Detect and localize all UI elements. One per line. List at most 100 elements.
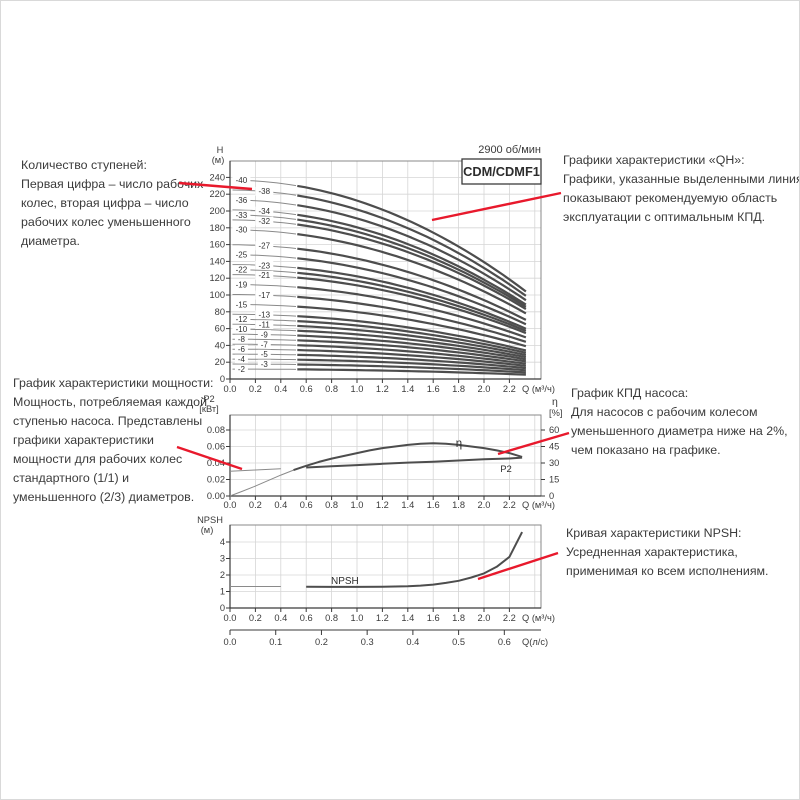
power-efficiency-chart: 0 15 30 45 60 P2 η 0.0 0.2 0.4 0.6 0.8 1.0 1.2 1.4 1.6 1… [199, 394, 562, 510]
qh-curve--40: -40 [232, 175, 527, 293]
y-axis-unit: NPSH [197, 515, 223, 525]
npsh-chart: NPSH 0.0 0.2 0.4 0.6 0.8 1.0 1.2 1.4 1.6 1.8 2.0 2.2… [197, 515, 555, 647]
annotation-efficiency-curve: График КПД насоса: Для насосов с рабочим… [571, 384, 788, 460]
lps-axis-unit: Q(л/с) [522, 637, 548, 647]
annotation-line: уменьшенного диаметра ниже на 2%, [571, 424, 788, 438]
annotation-npsh-curve: Кривая характеристики NPSH: Усредненная … [566, 524, 769, 581]
x-tick-label: 0.4 [274, 500, 287, 510]
qh-curve--25: -25 [232, 250, 527, 326]
annotation-line: чем показано на графике. [571, 443, 721, 457]
lps-tick-label: 0.0 [224, 637, 237, 647]
y-tick-label: 0.08 [207, 425, 225, 435]
leader-lines [176, 181, 570, 581]
y-tick-label: 220 [209, 189, 225, 199]
qh-curve--15: -15 [232, 299, 527, 348]
stage-label: -11 [259, 321, 271, 330]
y-axis-unit: H [217, 145, 224, 155]
rpm-label: 2900 об/мин [478, 144, 541, 156]
stage-label: -23 [259, 261, 271, 270]
eta-tick-label: 0 [549, 491, 554, 501]
annotation-line: Графики, указанные выделенными линиями, [563, 172, 800, 186]
eta-tick-label: 60 [549, 425, 559, 435]
leader-line-efficiency [497, 431, 570, 456]
x-tick-label: 1.6 [427, 384, 440, 394]
x-tick-label: 0.0 [224, 613, 237, 623]
leader-line-stages [178, 181, 253, 191]
annotation-line: График КПД насоса: [571, 386, 689, 400]
x-axis-unit: Q (м³/ч) [522, 500, 555, 510]
stage-label: -22 [236, 266, 248, 275]
y-tick-label: 0 [220, 374, 225, 384]
model-box [461, 158, 542, 185]
annotation-line: мощности для рабочих колес [13, 452, 183, 466]
qh-curve--6: -6 [232, 344, 527, 367]
stage-label: -9 [261, 330, 269, 339]
qh-curve--21: -21 [232, 270, 527, 335]
qh-curve--27: -27 [232, 241, 527, 321]
model-label: CDM/CDMF1 [463, 164, 540, 179]
qh-curve--33: -33 [232, 210, 527, 308]
stage-label: -12 [236, 315, 248, 324]
x-tick-label: 1.4 [401, 613, 414, 623]
annotation-line: рабочих колес уменьшенного [21, 215, 191, 229]
y-tick-label: 4 [220, 537, 225, 547]
x-tick-label: 1.0 [351, 384, 364, 394]
annotation-qh-curves: Графики характеристики «QH»: Графики, ук… [563, 151, 800, 227]
stage-label: -36 [236, 196, 248, 205]
annotation-power-curve: График характеристики мощности: Мощность… [13, 374, 213, 507]
y-tick-label: 240 [209, 172, 225, 182]
x-tick-label: 2.0 [478, 500, 491, 510]
y-tick-label: 0 [220, 603, 225, 613]
y-tick-label: 0.00 [207, 491, 225, 501]
leader-line-npsh [477, 551, 559, 581]
x-tick-label: 2.2 [503, 384, 516, 394]
x-tick-label: 1.0 [351, 500, 364, 510]
x-tick-label: 1.2 [376, 613, 389, 623]
x-tick-label: 1.8 [452, 384, 465, 394]
stage-label: -7 [261, 340, 269, 349]
series-eta: η [229, 438, 523, 497]
stage-label: -2 [238, 365, 246, 374]
x-tick-label: 1.8 [452, 613, 465, 623]
x-tick-label: 1.4 [401, 384, 414, 394]
x-tick-label: 0.6 [300, 384, 313, 394]
lps-tick-label: 0.5 [452, 637, 465, 647]
x-tick-label: 0.0 [224, 384, 237, 394]
x-tick-label: 1.6 [427, 613, 440, 623]
x-tick-label: 0.8 [325, 384, 338, 394]
eta-tick-label: 45 [549, 442, 559, 452]
eta-tick-label: 15 [549, 475, 559, 485]
y-axis-unit: P2 [203, 394, 214, 404]
qh-curve--7: -7 [232, 339, 527, 365]
x-tick-label: 0.2 [249, 500, 262, 510]
x-tick-label: 2.2 [503, 613, 516, 623]
x-tick-label: 0.2 [249, 384, 262, 394]
eta-tick-label: 30 [549, 458, 559, 468]
series-label: η [456, 438, 462, 450]
x-tick-label: 0.4 [274, 384, 287, 394]
eta-axis-unit: η [552, 396, 558, 408]
x-tick-label: 2.0 [478, 384, 491, 394]
annotation-line: колес, вторая цифра – число [21, 196, 189, 210]
y-tick-label: 80 [215, 307, 225, 317]
stage-label: -30 [236, 226, 248, 235]
qh-curve--34: -34 [232, 206, 527, 306]
stage-label: -38 [259, 187, 271, 196]
qh-curve--30: -30 [232, 225, 527, 315]
qh-curve--17: -17 [232, 290, 527, 343]
lps-tick-label: 0.4 [406, 637, 419, 647]
annotation-line: Кривая характеристики NPSH: [566, 526, 742, 540]
stage-label: -5 [261, 350, 269, 359]
charts-layer: -40-38-36-34-33-32-30-27-25-23-22-21-19-… [197, 144, 562, 647]
qh-curve--12: -12 [232, 314, 527, 354]
stage-label: -13 [259, 311, 271, 320]
qh-curve--11: -11 [232, 320, 527, 357]
stage-label: -21 [259, 271, 271, 280]
qh-curve--38: -38 [232, 186, 527, 297]
annotation-stage-count: Количество ступеней: Первая цифра – числ… [21, 156, 203, 251]
qh-curve--4: -4 [232, 354, 526, 372]
lps-tick-label: 0.1 [269, 637, 282, 647]
x-tick-label: 1.4 [401, 500, 414, 510]
annotation-line: Количество ступеней: [21, 158, 147, 172]
leader-line-power [176, 445, 243, 471]
